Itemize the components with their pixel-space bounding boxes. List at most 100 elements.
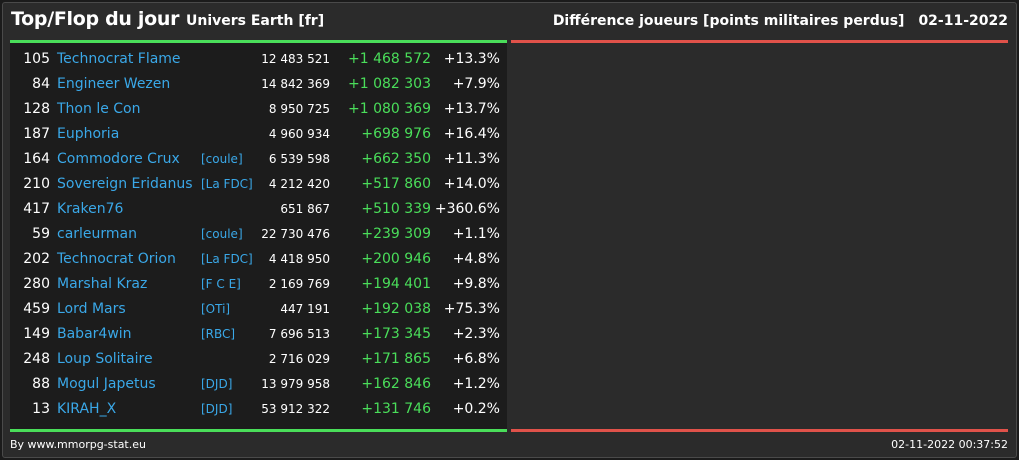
player-name-link[interactable]: carleurman — [57, 226, 138, 242]
player-rank: 105 — [23, 51, 50, 67]
points-difference: +131 746 — [361, 401, 431, 417]
points-difference: +1 080 369 — [348, 101, 431, 117]
player-rank: 59 — [32, 226, 50, 242]
player-rank: 459 — [23, 301, 50, 317]
percent-difference: +13.3% — [443, 51, 500, 67]
points-difference: +517 860 — [361, 176, 431, 192]
table-row: 164 Commodore Crux [coule] 6 539 598 +662 35… — [10, 147, 507, 172]
player-name-link[interactable]: Lord Mars — [57, 301, 126, 317]
table-row: 417 Kraken76 651 867 +510 339 +360.6% — [10, 197, 507, 222]
table-row: 187 Euphoria 4 960 934 +698 976 +16.4% — [10, 122, 507, 147]
player-points: 4 418 950 — [268, 252, 330, 266]
table-row: 88 Mogul Japetus [DJD] 13 979 958 +162 846 +1… — [10, 372, 507, 397]
points-difference: +194 401 — [361, 276, 431, 292]
generated-timestamp: 02-11-2022 00:37:52 — [891, 438, 1008, 451]
player-rank: 417 — [23, 201, 50, 217]
player-points: 8 950 725 — [268, 102, 330, 116]
player-name-link[interactable]: Babar4win — [57, 326, 132, 342]
player-name-link[interactable]: Kraken76 — [57, 201, 124, 217]
player-points: 651 867 — [280, 202, 330, 216]
player-name-link[interactable]: Thon le Con — [57, 101, 141, 117]
credit-link[interactable]: By www.mmorpg-stat.eu — [10, 438, 146, 451]
table-row: 59 carleurman [coule] 22 730 476 +239 309 +1.… — [10, 222, 507, 247]
player-points: 13 979 958 — [261, 377, 330, 391]
player-points: 447 191 — [280, 302, 330, 316]
player-rank: 13 — [32, 401, 50, 417]
player-name-link[interactable]: Marshal Kraz — [57, 276, 148, 292]
alliance-tag-link[interactable]: [RBC] — [201, 327, 236, 341]
table-row: 105 Technocrat Flame 12 483 521 +1 468 572 +… — [10, 47, 507, 72]
ranking-type-label: Différence joueurs [points militaires pe… — [552, 13, 905, 29]
percent-difference: +1.2% — [452, 376, 500, 392]
alliance-tag-link[interactable]: [OTi] — [201, 302, 231, 316]
alliance-tag-link[interactable]: [coule] — [201, 152, 243, 166]
table-row: 248 Loup Solitaire 2 716 029 +171 865 +6.8% — [10, 347, 507, 372]
player-name-link[interactable]: Engineer Wezen — [57, 76, 171, 92]
player-points: 2 716 029 — [268, 352, 330, 366]
player-name-link[interactable]: Euphoria — [57, 126, 120, 142]
percent-difference: +6.8% — [452, 351, 500, 367]
points-difference: +1 082 303 — [348, 76, 431, 92]
percent-difference: +14.0% — [443, 176, 500, 192]
universe-label: Univers Earth [fr] — [186, 13, 325, 29]
percent-difference: +11.3% — [443, 151, 500, 167]
table-row: 280 Marshal Kraz [F C E] 2 169 769 +194 401 +… — [10, 272, 507, 297]
table-row: 202 Technocrat Orion [La FDC] 4 418 950 +200… — [10, 247, 507, 272]
points-difference: +173 345 — [361, 326, 431, 342]
table-row: 149 Babar4win [RBC] 7 696 513 +173 345 +2.3% — [10, 322, 507, 347]
percent-difference: +75.3% — [443, 301, 500, 317]
player-name-link[interactable]: Loup Solitaire — [57, 351, 153, 367]
player-name-link[interactable]: KIRAH_X — [57, 401, 117, 417]
top-panel: 105 Technocrat Flame 12 483 521 +1 468 572 +… — [10, 40, 507, 432]
player-rank: 84 — [32, 76, 50, 92]
player-points: 53 912 322 — [261, 402, 330, 416]
player-rank: 202 — [23, 251, 50, 267]
percent-difference: +1.1% — [452, 226, 500, 242]
player-rank: 149 — [23, 326, 50, 342]
percent-difference: +9.8% — [452, 276, 500, 292]
player-points: 14 842 369 — [261, 77, 330, 91]
player-points: 4 212 420 — [268, 177, 330, 191]
player-name-link[interactable]: Technocrat Orion — [57, 251, 176, 267]
percent-difference: +2.3% — [452, 326, 500, 342]
player-points: 2 169 769 — [268, 277, 330, 291]
player-points: 4 960 934 — [268, 127, 330, 141]
points-difference: +510 339 — [361, 201, 431, 217]
player-name-link[interactable]: Mogul Japetus — [57, 376, 156, 392]
table-row: 459 Lord Mars [OTi] 447 191 +192 038 +75.3% — [10, 297, 507, 322]
player-rank: 164 — [23, 151, 50, 167]
ranking-date: 02-11-2022 — [918, 13, 1008, 29]
percent-difference: +360.6% — [434, 201, 500, 217]
player-points: 22 730 476 — [261, 227, 330, 241]
player-name-link[interactable]: Commodore Crux — [57, 151, 180, 167]
alliance-tag-link[interactable]: [F C E] — [201, 277, 241, 291]
player-rank: 248 — [23, 351, 50, 367]
player-points: 12 483 521 — [261, 52, 330, 66]
points-difference: +200 946 — [361, 251, 431, 267]
player-rank: 210 — [23, 176, 50, 192]
percent-difference: +16.4% — [443, 126, 500, 142]
alliance-tag-link[interactable]: [La FDC] — [201, 252, 253, 266]
player-rank: 187 — [23, 126, 50, 142]
header-right: Différence joueurs [points militaires pe… — [553, 13, 1008, 29]
alliance-tag-link[interactable]: [coule] — [201, 227, 243, 241]
table-row: 128 Thon le Con 8 950 725 +1 080 369 +13.7% — [10, 97, 507, 122]
points-difference: +192 038 — [361, 301, 431, 317]
points-difference: +662 350 — [361, 151, 431, 167]
player-rank: 280 — [23, 276, 50, 292]
percent-difference: +4.8% — [452, 251, 500, 267]
table-row: 13 KIRAH_X [DJD] 53 912 322 +131 746 +0.2% — [10, 397, 507, 422]
points-difference: +162 846 — [361, 376, 431, 392]
flop-panel — [511, 40, 1008, 432]
alliance-tag-link[interactable]: [DJD] — [201, 402, 233, 416]
percent-difference: +0.2% — [452, 401, 500, 417]
player-name-link[interactable]: Technocrat Flame — [57, 51, 181, 67]
player-rank: 88 — [32, 376, 50, 392]
alliance-tag-link[interactable]: [La FDC] — [201, 177, 253, 191]
widget-title: Top/Flop du jour — [11, 8, 180, 30]
points-difference: +1 468 572 — [348, 51, 431, 67]
alliance-tag-link[interactable]: [DJD] — [201, 377, 233, 391]
player-points: 7 696 513 — [268, 327, 330, 341]
player-name-link[interactable]: Sovereign Eridanus — [57, 176, 193, 192]
points-difference: +698 976 — [361, 126, 431, 142]
